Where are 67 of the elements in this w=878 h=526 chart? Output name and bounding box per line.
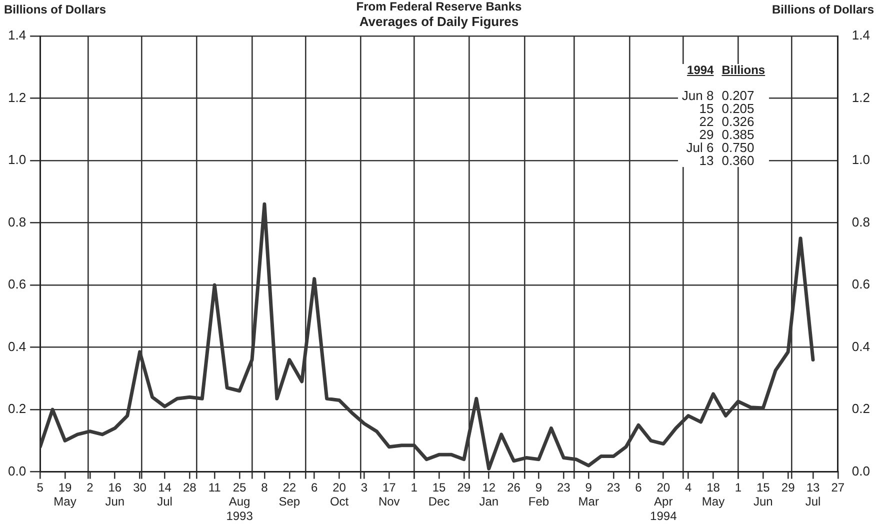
x-tick-label: 30 bbox=[133, 480, 147, 494]
x-tick-label: 9 Mar bbox=[578, 480, 599, 509]
y2-tick-label: 1.2 bbox=[852, 90, 870, 105]
x-tick-label: 6 bbox=[635, 480, 642, 494]
y-tick-label: 0.0 bbox=[8, 463, 26, 478]
annotation: 1994 bbox=[686, 63, 715, 79]
x-tick-label: 25 Aug 1993 bbox=[226, 480, 254, 524]
annotation: 29 bbox=[698, 127, 715, 142]
y-tick-label: 0.8 bbox=[8, 214, 26, 230]
x-tick-label: 28 bbox=[182, 480, 197, 494]
x-tick-label: 23 bbox=[606, 480, 621, 494]
annotation: Billions bbox=[720, 63, 766, 79]
x-tick-label: 4 bbox=[684, 480, 692, 494]
y2-axis-title: Billions of Dollars bbox=[772, 2, 874, 16]
y-tick-label: 1.2 bbox=[8, 90, 26, 105]
x-tick-label: 3 bbox=[360, 480, 368, 494]
annotation: 0.385 bbox=[720, 127, 756, 142]
x-tick-label: 6 bbox=[310, 480, 318, 494]
x-tick-label: 26 bbox=[507, 480, 521, 494]
x-tick-label: 27 bbox=[831, 480, 845, 494]
annotation: 0.205 bbox=[720, 101, 756, 116]
x-tick-label: 18 May bbox=[702, 480, 725, 509]
annotation: 0.326 bbox=[720, 114, 756, 129]
y2-tick-label: 0.0 bbox=[852, 463, 870, 478]
y2-tick-label: 0.2 bbox=[852, 401, 870, 416]
x-tick-label: 13 Jul bbox=[805, 480, 821, 509]
annotation: 15 bbox=[698, 101, 715, 116]
x-tick-label: 1 bbox=[734, 480, 742, 494]
x-tick-label: 8 bbox=[261, 480, 268, 494]
y-tick-label: 0.2 bbox=[8, 401, 26, 416]
x-tick-label: 29 bbox=[457, 480, 471, 494]
x-tick-label: 1 bbox=[410, 480, 418, 494]
chart-subtitle: Averages of Daily Figures bbox=[359, 14, 519, 29]
x-tick-label: 20 Apr 1994 bbox=[650, 480, 678, 524]
y-tick-label: 0.4 bbox=[8, 338, 26, 354]
x-tick-label: 19 May bbox=[54, 480, 76, 509]
x-tick-label: 9 Feb bbox=[528, 480, 550, 509]
x-tick-label: 29 bbox=[781, 480, 796, 494]
annotation: 0.360 bbox=[720, 153, 756, 168]
x-tick-label: 5 bbox=[36, 480, 44, 494]
x-tick-label: 23 bbox=[556, 480, 571, 494]
x-tick-label: 16 Jun bbox=[105, 480, 125, 509]
y2-tick-label: 0.6 bbox=[852, 276, 870, 292]
x-tick-label: 22 Sep bbox=[278, 480, 300, 509]
y2-tick-label: 1.0 bbox=[852, 152, 870, 168]
annotation: Jul 6 bbox=[685, 140, 715, 155]
y-tick-label: 1.4 bbox=[8, 28, 26, 43]
x-tick-label: 14 Jul bbox=[157, 480, 172, 509]
y2-tick-label: 1.4 bbox=[852, 28, 870, 43]
x-tick-label: 15 Dec bbox=[428, 480, 450, 509]
chart-title: From Federal Reserve Banks bbox=[356, 0, 522, 14]
y2-tick-label: 0.4 bbox=[852, 338, 870, 354]
y-tick-label: 0.6 bbox=[8, 276, 26, 292]
x-tick-label: 12 Jan bbox=[479, 480, 499, 509]
annotation: 22 bbox=[698, 114, 715, 129]
annotation: 0.207 bbox=[720, 88, 756, 103]
annotation: 13 bbox=[698, 153, 715, 168]
x-tick-label: 15 Jun bbox=[753, 480, 773, 509]
x-tick-label: 20 Oct bbox=[330, 480, 350, 509]
x-tick-label: 11 bbox=[208, 480, 222, 494]
y2-tick-label: 0.8 bbox=[852, 214, 870, 230]
annotation: Jun 8 bbox=[680, 88, 715, 103]
x-tick-label: 17 Nov bbox=[378, 480, 400, 509]
annotation: 0.750 bbox=[720, 140, 756, 155]
y-tick-label: 1.0 bbox=[8, 152, 26, 168]
x-tick-label: 2 bbox=[86, 480, 94, 494]
y-axis-title: Billions of Dollars bbox=[4, 2, 106, 16]
